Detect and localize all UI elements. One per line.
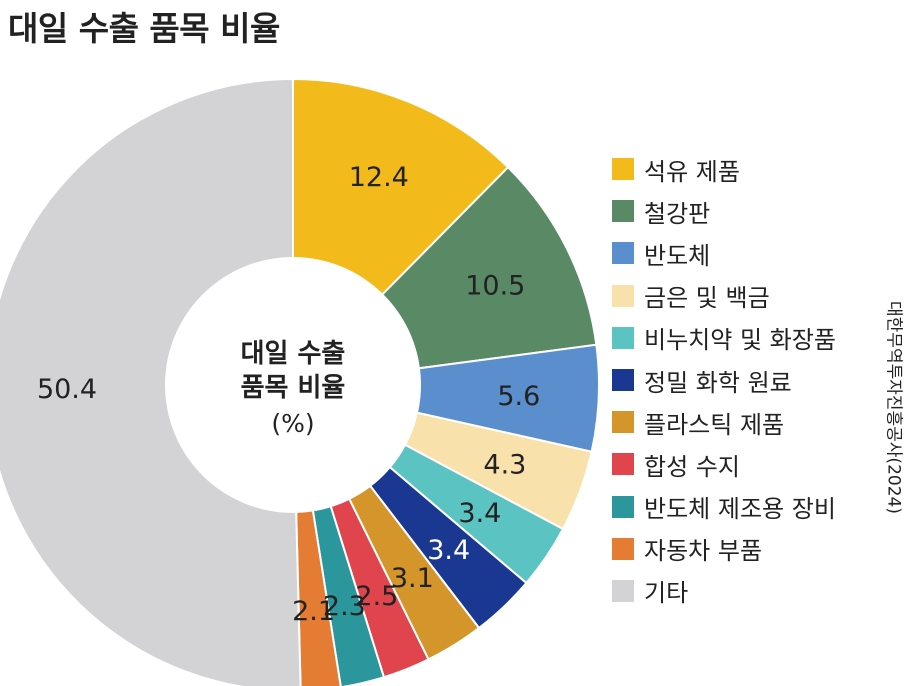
legend-label: 석유 제품 bbox=[644, 157, 740, 186]
center-unit-label: (%) bbox=[271, 409, 314, 438]
legend-label: 정밀 화학 원료 bbox=[644, 368, 792, 397]
legend-label: 합성 수지 bbox=[644, 452, 740, 481]
legend-label: 기타 bbox=[644, 579, 689, 608]
center-label-line-2: 품목 비율 bbox=[241, 373, 346, 403]
legend-label: 반도체 제조용 장비 bbox=[644, 495, 836, 524]
slice-value-label-5: 3.4 bbox=[458, 498, 501, 529]
slice-value-label-7: 3.1 bbox=[391, 563, 434, 594]
legend-item-4: 금은 및 백금 bbox=[612, 275, 836, 317]
legend-swatch bbox=[612, 158, 634, 181]
legend-swatch bbox=[612, 453, 634, 476]
legend-item-1: 석유 제품 bbox=[612, 148, 836, 190]
source-note: 대한무역투자진흥공사(2024) bbox=[883, 301, 904, 514]
center-label-line-1: 대일 수출 bbox=[241, 339, 346, 369]
legend-item-6: 정밀 화학 원료 bbox=[612, 359, 836, 401]
legend-label: 플라스틱 제품 bbox=[644, 410, 785, 439]
legend-label: 자동차 부품 bbox=[644, 537, 763, 566]
legend-swatch bbox=[612, 579, 634, 602]
legend-swatch bbox=[612, 537, 634, 560]
legend-swatch bbox=[612, 242, 634, 265]
legend-label: 반도체 bbox=[644, 241, 711, 270]
legend-swatch bbox=[612, 200, 634, 223]
slice-value-label-6: 3.4 bbox=[427, 535, 470, 566]
slice-value-label-9: 2.3 bbox=[323, 591, 366, 622]
legend-item-10: 자동차 부품 bbox=[612, 528, 836, 570]
legend-label: 철강판 bbox=[644, 199, 711, 228]
chart-title: 대일 수출 품목 비율 bbox=[8, 9, 280, 48]
slice-value-label-10: 2.1 bbox=[292, 596, 335, 627]
slice-value-label-3: 5.6 bbox=[497, 381, 540, 412]
legend-item-2: 철강판 bbox=[612, 190, 836, 232]
slice-value-label-11: 50.4 bbox=[37, 374, 97, 405]
legend-label: 비누치약 및 화장품 bbox=[644, 326, 836, 355]
legend-item-7: 플라스틱 제품 bbox=[612, 401, 836, 443]
legend-swatch bbox=[612, 326, 634, 349]
legend-item-3: 반도체 bbox=[612, 232, 836, 274]
slice-value-label-4: 4.3 bbox=[483, 450, 526, 481]
slice-value-label-8: 2.5 bbox=[355, 581, 398, 612]
donut-hole bbox=[165, 257, 421, 513]
legend-swatch bbox=[612, 495, 634, 518]
legend-item-5: 비누치약 및 화장품 bbox=[612, 317, 836, 359]
slice-value-label-2: 10.5 bbox=[465, 270, 525, 301]
legend-swatch bbox=[612, 369, 634, 392]
legend-item-11: 기타 bbox=[612, 570, 836, 612]
legend-swatch bbox=[612, 284, 634, 307]
slice-value-label-1: 12.4 bbox=[349, 162, 409, 193]
legend-item-9: 반도체 제조용 장비 bbox=[612, 486, 836, 528]
legend-swatch bbox=[612, 411, 634, 434]
legend-item-8: 합성 수지 bbox=[612, 443, 836, 485]
legend-label: 금은 및 백금 bbox=[644, 284, 770, 313]
pie-slice-11 bbox=[0, 77, 302, 686]
